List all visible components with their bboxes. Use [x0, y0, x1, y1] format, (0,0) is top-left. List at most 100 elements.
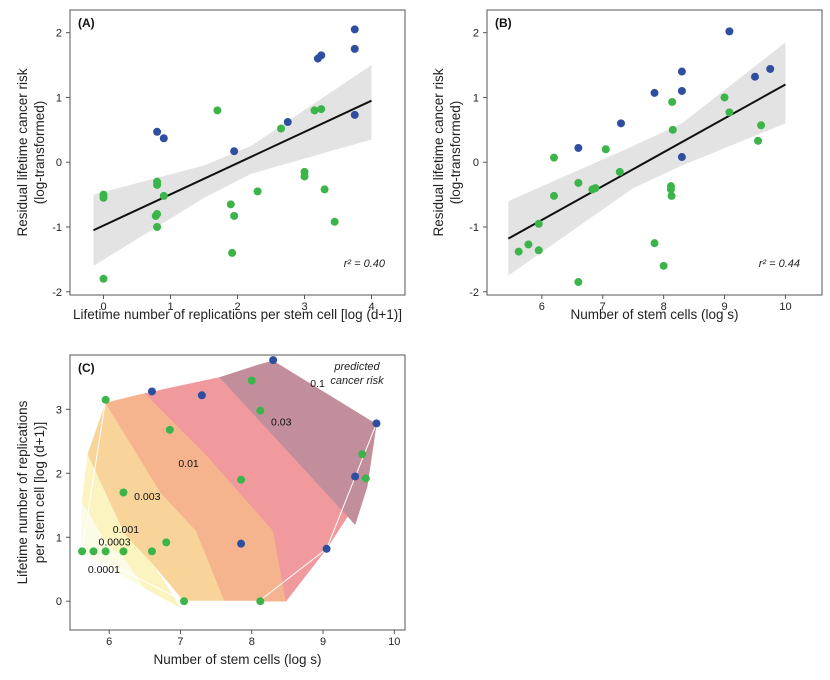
panel-c-point-blue — [147, 387, 156, 396]
panel-c-x-tick-label: 10 — [388, 636, 400, 648]
panel-a-x-tick-label: 4 — [368, 301, 374, 313]
panel-b-y-tick-label: 0 — [473, 157, 479, 169]
panel-a: 0 1 2 3 4 -2 -1 0 1 2 (A) r² = 0.40 Lifetime numb… — [15, 9, 406, 322]
panel-b-point-green — [754, 136, 763, 145]
panel-c-point-blue — [237, 539, 246, 548]
panel-b-point-green — [514, 247, 523, 256]
panel-a-point-green — [277, 124, 286, 133]
panel-b-point-blue — [574, 143, 583, 152]
panel-b-point-blue — [677, 67, 686, 76]
panel-b-point-green — [534, 219, 543, 228]
panel-b-point-green — [574, 278, 583, 287]
panel-c-point-green — [180, 597, 189, 606]
panel-c-contour-label: 0.003 — [134, 491, 160, 503]
panel-b-r-squared: r² = 0.44 — [759, 258, 800, 270]
panel-b-point-green — [550, 191, 558, 200]
panel-c-point-green — [361, 474, 370, 483]
panel-c-point-green — [119, 547, 128, 556]
panel-a-point-green — [330, 217, 339, 226]
panel-a-point-green — [153, 222, 162, 231]
panel-a-y-axis-title-line-2: (log-transformed) — [32, 101, 47, 205]
panel-a-point-blue — [350, 25, 359, 34]
panel-c-x-tick-label: 7 — [177, 636, 183, 648]
panel-a-x-tick-label: 0 — [100, 301, 106, 313]
panel-c-y-tick-label: 1 — [56, 532, 62, 544]
panel-a-x-tick-label: 2 — [234, 301, 240, 313]
panel-c-y-tick-label: 3 — [56, 404, 62, 416]
panel-c-contour-label: 0.0001 — [88, 564, 120, 576]
panel-c-contour-label: 0.0003 — [99, 537, 131, 549]
panel-b-point-green — [757, 121, 766, 130]
panel-b-x-axis-title: Number of stem cells (log s) — [570, 307, 738, 322]
panel-a-point-green — [226, 200, 235, 209]
panel-b-point-green — [720, 93, 729, 102]
panel-c-legend-note-line-2: cancer risk — [330, 375, 384, 387]
panel-c-y-tick-label: 0 — [56, 596, 62, 608]
panel-b-point-green — [601, 145, 610, 154]
panel-b-point-green — [668, 125, 677, 134]
panel-a-point-blue — [350, 110, 359, 119]
panel-b-point-green — [650, 239, 659, 248]
panel-b-point-blue — [751, 72, 759, 81]
panel-c-y-tick-label: 2 — [56, 468, 62, 480]
panel-b-x-tick-label: 9 — [721, 301, 727, 313]
panel-a-point-blue — [350, 44, 359, 53]
panel-c-x-tick-label: 6 — [106, 636, 112, 648]
panel-c-y-axis-title-line-2: per stem cell [log (d+1)] — [32, 422, 47, 563]
panel-c-point-blue — [322, 544, 331, 553]
panel-b-label: (B) — [495, 16, 512, 30]
panel-a-point-blue — [283, 118, 292, 127]
panel-c-contour-label: 0.1 — [310, 378, 325, 390]
panel-b-point-green — [667, 191, 676, 200]
panel-b-point-green — [659, 261, 668, 270]
panel-c-point-green — [78, 547, 87, 556]
panel-c-point-green — [247, 376, 256, 385]
panel-a-point-blue — [230, 147, 239, 156]
panel-c-point-green — [101, 547, 110, 556]
panel-c-point-green — [162, 538, 171, 547]
panel-c-point-blue — [269, 356, 278, 365]
panel-c-point-green — [101, 395, 110, 404]
panel-a-point-blue — [317, 51, 326, 60]
panel-b-point-blue — [677, 86, 686, 95]
panel-a-y-tick-label: 2 — [56, 28, 62, 40]
panel-b-point-green — [668, 97, 677, 106]
panel-c-x-axis-title: Number of stem cells (log s) — [153, 652, 321, 667]
panel-a-point-green — [317, 105, 326, 114]
panel-b-point-blue — [725, 27, 734, 36]
panel-b-point-blue — [677, 153, 686, 162]
panel-b-point-green — [615, 167, 624, 176]
panel-b-point-green — [524, 240, 533, 249]
panel-c-contour-label: 0.001 — [113, 524, 139, 536]
panel-b-x-tick-label: 7 — [600, 301, 606, 313]
panel-a-point-blue — [153, 127, 162, 136]
panel-b-point-blue — [650, 88, 659, 97]
panel-b-point-green — [725, 108, 734, 117]
panel-b-confidence-band — [508, 42, 786, 276]
panel-b-y-tick-label: -2 — [469, 287, 479, 299]
panel-c-point-blue — [351, 472, 360, 481]
panel-a-point-green — [213, 106, 222, 115]
panel-a-point-green — [300, 172, 309, 181]
panel-c-risk-region — [219, 359, 377, 525]
panel-c-label: (C) — [78, 361, 95, 375]
panel-b-point-green — [550, 153, 558, 162]
panel-c-x-tick-label: 9 — [320, 636, 326, 648]
panel-b-y-axis-title-line-1: Residual lifetime cancer risk — [431, 68, 446, 236]
panel-b-point-green — [574, 178, 583, 187]
panel-b: 6 7 8 9 10 -2 -1 0 1 2 (B) r² = 0.44 Number of st… — [431, 9, 823, 322]
panel-b-y-tick-label: 2 — [473, 28, 479, 40]
panel-b-y-tick-label: 1 — [473, 92, 479, 104]
panel-a-point-green — [99, 193, 108, 202]
panel-c-point-blue — [372, 419, 381, 428]
panel-a-y-axis-title-line-1: Residual lifetime cancer risk — [15, 68, 30, 236]
panel-a-y-tick-label: 1 — [56, 92, 62, 104]
panel-c-y-axis-title-line-1: Lifetime number of replications — [15, 400, 30, 584]
panel-c-point-green — [165, 425, 174, 434]
panel-b-x-tick-label: 10 — [779, 301, 791, 313]
panel-c-contour-label: 0.01 — [178, 458, 199, 470]
panel-a-y-tick-label: 0 — [56, 157, 62, 169]
panel-a-point-green — [230, 211, 239, 220]
panel-b-point-green — [666, 185, 675, 194]
